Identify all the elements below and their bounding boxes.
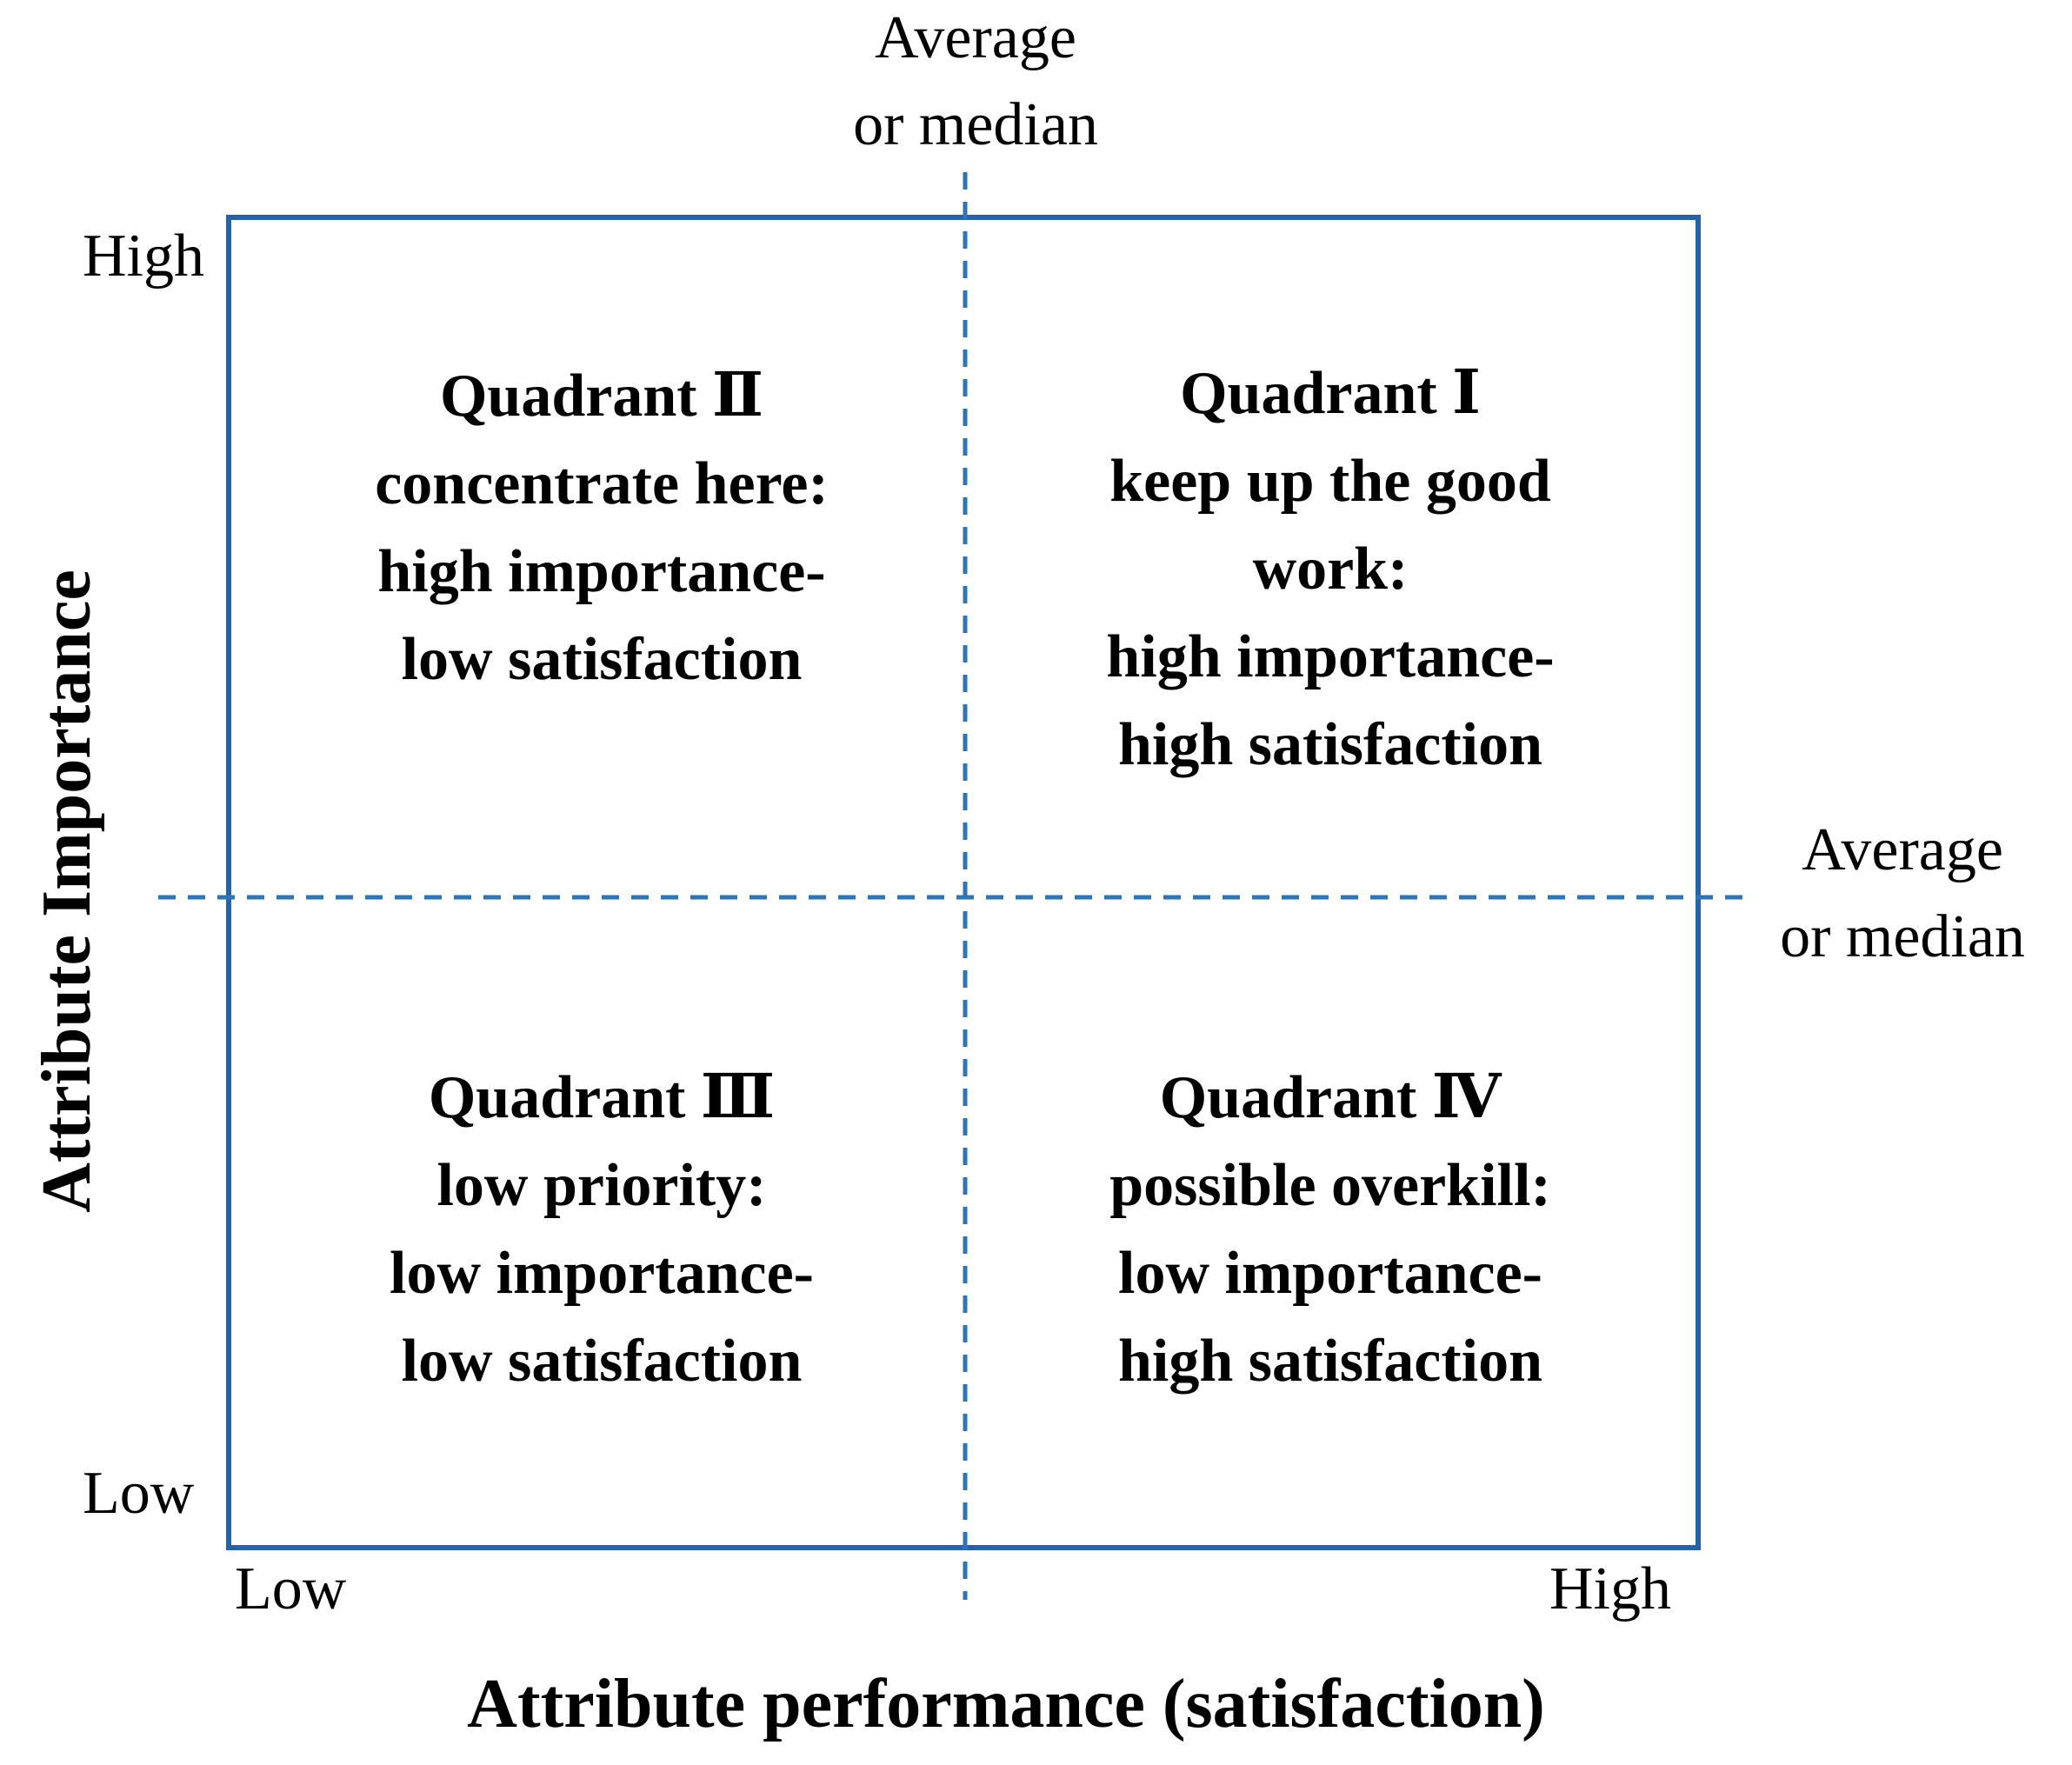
quadrant-2-line-3: high importance-: [377, 538, 826, 605]
quadrant-2-line-2: concentrate here:: [375, 450, 829, 517]
quadrant-1-line-5: high satisfaction: [1117, 711, 1543, 778]
quadrant-4-line-2: possible overkill:: [1109, 1152, 1551, 1219]
vertical-median-label: Average or median: [810, 0, 1141, 169]
quadrant-4: Quadrant Ⅳ possible overkill: low import…: [1000, 1054, 1661, 1405]
horizontal-median-label-line-1: Average: [1802, 816, 2003, 883]
y-axis-high-label: High: [83, 223, 204, 290]
quadrant-4-line-3: low importance-: [1118, 1240, 1542, 1307]
quadrant-3-line-2: low priority:: [436, 1152, 767, 1219]
quadrant-1-line-2: keep up the good: [1109, 448, 1551, 515]
y-axis-title: Attribute Importance: [29, 569, 105, 1213]
quadrant-1: Quadrant Ⅰ keep up the good work: high i…: [1000, 350, 1661, 789]
quadrant-2-title: Quadrant Ⅱ: [439, 363, 764, 430]
vertical-median-label-line-1: Average: [875, 4, 1076, 71]
vertical-median-label-line-2: or median: [853, 91, 1098, 158]
y-axis-low-label: Low: [83, 1460, 195, 1527]
quadrant-3: Quadrant Ⅲ low priority: low importance-…: [271, 1054, 932, 1405]
quadrant-3-line-4: low satisfaction: [401, 1328, 803, 1395]
quadrant-2: Quadrant Ⅱ concentrate here: high import…: [271, 352, 932, 703]
horizontal-median-label: Average or median: [1737, 807, 2068, 981]
quadrant-2-line-4: low satisfaction: [401, 626, 803, 693]
x-axis-low-label: Low: [235, 1555, 347, 1622]
x-axis-high-label: High: [1549, 1555, 1671, 1622]
quadrant-1-line-4: high importance-: [1106, 623, 1555, 690]
x-axis-title: Attribute performance (satisfaction): [467, 1666, 1545, 1742]
quadrant-4-title: Quadrant Ⅳ: [1159, 1064, 1502, 1131]
quadrant-1-title: Quadrant Ⅰ: [1180, 360, 1481, 427]
horizontal-median-label-line-2: or median: [1780, 903, 2025, 970]
quadrant-3-line-3: low importance-: [390, 1240, 814, 1307]
quadrant-1-line-3: work:: [1252, 536, 1409, 603]
quadrant-4-line-4: high satisfaction: [1117, 1328, 1543, 1395]
quadrant-3-title: Quadrant Ⅲ: [428, 1064, 776, 1131]
